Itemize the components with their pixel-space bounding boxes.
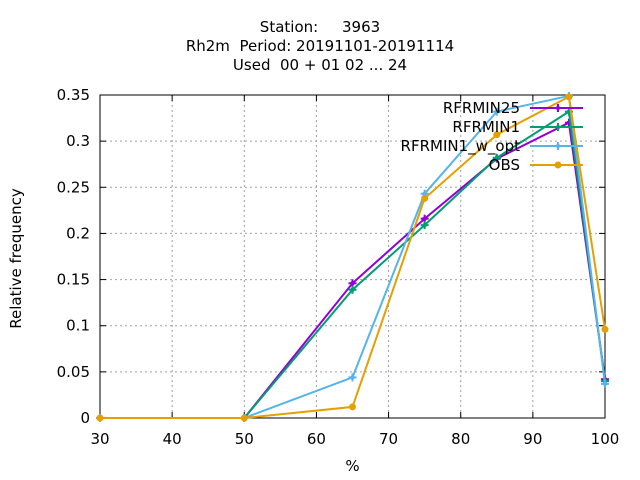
data-point (348, 373, 357, 382)
x-tick-label: 80 (451, 430, 470, 448)
legend-marker (554, 161, 562, 169)
x-tick-label: 100 (591, 430, 620, 448)
x-tick-label: 60 (307, 430, 326, 448)
series-layer (96, 91, 609, 422)
legend-label: RFRMIN1 (452, 118, 520, 136)
data-point (601, 379, 609, 388)
marker-dot (350, 281, 355, 286)
legend-label: OBS (489, 156, 520, 174)
x-axis-label: % (345, 457, 359, 475)
marker-dot (555, 143, 561, 149)
axis-ticks: 30 40 50 60 70 80 90 100 0 0.05 0.1 0.15 0.2 0.25 0.3 0… (57, 86, 620, 448)
legend-entry: RFRMIN1_w_opt (401, 137, 583, 156)
y-axis-label: Relative frequency (7, 188, 25, 329)
marker-dot (422, 216, 427, 221)
data-point (96, 414, 104, 422)
data-point (492, 153, 501, 162)
legend-entry: RFRMIN25 (443, 99, 583, 117)
data-point (601, 325, 609, 333)
marker-dot (422, 191, 427, 196)
data-point (348, 285, 357, 294)
marker-dot (602, 381, 608, 387)
y-tick-label: 0.2 (66, 224, 90, 242)
data-point (492, 107, 501, 116)
title-line-used: Used 00 + 01 02 ... 24 (232, 56, 408, 74)
series-line (100, 94, 606, 419)
y-tick-label: 0.1 (66, 317, 90, 335)
marker-dot (494, 109, 499, 114)
marker-dot (350, 287, 355, 292)
x-tick-label: 50 (235, 430, 254, 448)
x-tick-label: 90 (523, 430, 542, 448)
marker-dot (494, 155, 499, 160)
legend-label: RFRMIN25 (443, 99, 520, 117)
legend-entry: RFRMIN1 (452, 118, 583, 136)
title-line-period: Rh2m Period: 20191101-20191114 (185, 37, 455, 55)
y-tick-label: 0.3 (66, 132, 90, 150)
series-line (100, 95, 606, 419)
marker-dot (350, 375, 355, 380)
x-tick-label: 30 (90, 430, 109, 448)
legend-entry: OBS (489, 156, 583, 174)
legend-marker (554, 123, 562, 131)
legend-label: RFRMIN1_w_opt (401, 137, 521, 156)
legend-marker (554, 104, 562, 112)
x-tick-label: 70 (379, 430, 398, 448)
data-point (420, 221, 429, 230)
y-tick-label: 0.25 (57, 178, 90, 196)
plot-frame (99, 94, 606, 419)
legend-marker (554, 142, 562, 150)
marker-dot (555, 124, 561, 130)
data-point (493, 131, 501, 139)
series-3 (96, 93, 609, 422)
title-line-station: Station: 3963 (259, 18, 381, 36)
marker-dot (555, 105, 561, 111)
y-tick-label: 0.05 (57, 363, 90, 381)
data-point (421, 194, 429, 202)
y-tick-label: 0.35 (57, 86, 90, 104)
x-tick-label: 40 (163, 430, 182, 448)
y-tick-label: 0.15 (57, 271, 90, 289)
data-point (240, 414, 248, 422)
y-tick-label: 0 (80, 409, 90, 427)
data-point (565, 93, 573, 101)
data-point (349, 403, 356, 411)
marker-dot (422, 222, 427, 228)
